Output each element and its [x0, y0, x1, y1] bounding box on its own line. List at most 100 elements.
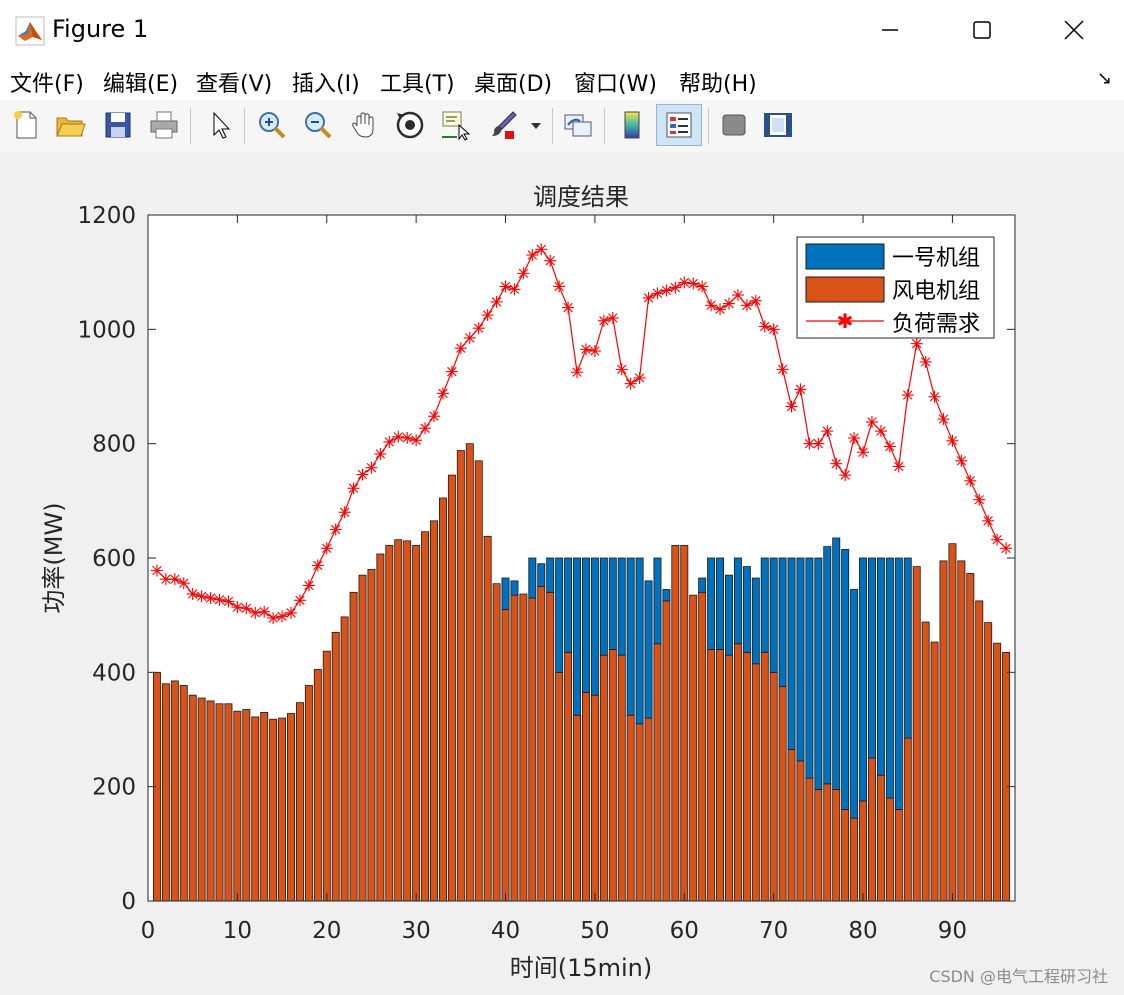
unit1-bar: [751, 577, 760, 665]
brush-dropdown[interactable]: [526, 106, 546, 144]
minimize-button[interactable]: [860, 8, 920, 52]
hide-plot-tools-button[interactable]: [716, 106, 752, 144]
show-plot-tools-icon: [764, 113, 792, 137]
wind-bar: [251, 716, 260, 902]
unit1-bar: [662, 589, 671, 602]
demand-marker: [633, 371, 646, 384]
demand-marker: [276, 610, 289, 623]
wind-bar: [1002, 651, 1011, 902]
legend-label-wind: 风电机组: [892, 279, 980, 304]
demand-marker: [991, 533, 1004, 546]
dock-arrow-icon[interactable]: ↘: [1097, 68, 1113, 89]
menu-file[interactable]: 文件(F): [10, 72, 84, 97]
data-cursor-button[interactable]: [437, 106, 473, 144]
matlab-logo-icon: [15, 16, 45, 46]
zoom-in-button[interactable]: [254, 106, 290, 144]
chart-title: 调度结果: [533, 183, 629, 211]
wind-bar: [894, 809, 903, 902]
wind-bar: [492, 583, 501, 902]
demand-marker: [731, 289, 744, 302]
close-button[interactable]: [1044, 8, 1104, 52]
edit-plot-button[interactable]: [202, 106, 238, 144]
print-button[interactable]: [146, 106, 182, 144]
toolbar-separator: [708, 108, 709, 144]
wind-bar: [698, 591, 707, 902]
wind-bar: [733, 643, 742, 902]
demand-marker: [293, 594, 306, 607]
demand-marker: [642, 291, 655, 304]
demand-marker: [696, 280, 709, 293]
menu-tools[interactable]: 工具(T): [380, 72, 455, 97]
menu-window[interactable]: 窗口(W): [574, 72, 657, 97]
menu-help[interactable]: 帮助(H): [679, 72, 757, 97]
demand-marker: [615, 363, 628, 376]
unit1-bar: [698, 577, 707, 593]
unit1-bar: [590, 557, 599, 696]
demand-marker: [660, 284, 673, 297]
unit1-bar: [903, 557, 912, 739]
menu-desktop[interactable]: 桌面(D): [474, 72, 553, 97]
wind-bar: [787, 749, 796, 902]
wind-bar: [993, 642, 1002, 902]
demand-marker: [767, 323, 780, 336]
demand-marker: [982, 514, 995, 527]
legend-label-unit1: 一号机组: [892, 246, 980, 271]
wind-bar: [796, 760, 805, 902]
x-tick-label: 10: [223, 918, 252, 944]
wind-bar: [885, 797, 894, 902]
unit1-bar: [644, 580, 653, 719]
rotate-button[interactable]: [392, 106, 428, 144]
wind-bar: [644, 717, 653, 902]
menu-edit[interactable]: 编辑(E): [103, 72, 179, 97]
title-bar[interactable]: Figure 1: [0, 0, 1124, 60]
wind-bar: [197, 697, 206, 902]
link-plot-button[interactable]: [560, 106, 596, 144]
demand-marker: [445, 365, 458, 378]
open-file-button[interactable]: [52, 106, 88, 144]
maximize-button[interactable]: [952, 8, 1012, 52]
demand-marker: [892, 460, 905, 473]
wind-bar: [206, 700, 215, 902]
demand-marker: [571, 366, 584, 379]
demand-marker: [535, 243, 548, 256]
wind-bar: [689, 594, 698, 902]
pan-hand-icon: [352, 112, 374, 138]
demand-marker: [410, 434, 423, 447]
save-button[interactable]: [100, 106, 136, 144]
wind-bar: [349, 591, 358, 902]
menu-insert[interactable]: 插入(I): [292, 72, 360, 97]
toolbar-separator: [190, 108, 191, 144]
y-tick-label: 400: [92, 660, 136, 686]
toolbar-separator: [552, 108, 553, 144]
demand-marker: [928, 390, 941, 403]
brush-button[interactable]: [485, 106, 521, 144]
insert-legend-button[interactable]: [656, 104, 702, 146]
wind-bar: [814, 789, 823, 902]
unit1-bar: [814, 557, 823, 790]
insert-colorbar-button[interactable]: [614, 106, 650, 144]
wind-bar: [546, 591, 555, 902]
unit1-bar: [868, 557, 876, 759]
legend[interactable]: 一号机组 风电机组 ✱ 负荷需求: [796, 236, 995, 339]
demand-marker: [517, 267, 530, 280]
ticks-layer: 0 10 20 30 40 50 60 70 80 90 0 200 400 600 800 1000 1200: [77, 203, 1015, 944]
pan-button[interactable]: [346, 106, 382, 144]
wind-bar: [331, 631, 340, 902]
colorbar-icon: [624, 111, 640, 139]
demand-marker: [267, 612, 280, 625]
demand-marker: [365, 461, 378, 474]
menu-view[interactable]: 查看(V): [196, 72, 273, 97]
demand-marker: [919, 355, 932, 368]
unit1-bar: [581, 557, 590, 693]
demand-marker: [213, 593, 226, 606]
wind-bar: [403, 540, 412, 902]
unit1-bar: [885, 557, 894, 799]
demand-marker: [177, 577, 190, 590]
new-figure-button[interactable]: [8, 106, 44, 144]
wind-bar: [957, 560, 966, 902]
menu-bar: 文件(F) 编辑(E) 查看(V) 插入(I) 工具(T) 桌面(D) 窗口(W…: [0, 60, 1124, 100]
zoom-out-button[interactable]: [300, 106, 336, 144]
show-plot-tools-button[interactable]: [760, 106, 796, 144]
demand-marker: [499, 280, 512, 293]
wind-bar: [564, 651, 573, 902]
